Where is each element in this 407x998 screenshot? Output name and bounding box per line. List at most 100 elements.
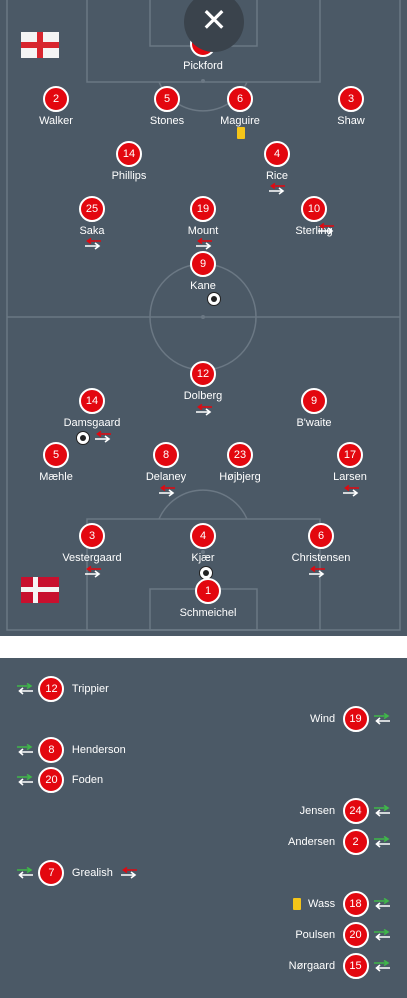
player-name: Jensen <box>299 805 336 817</box>
player-name: Højbjerg <box>219 471 261 483</box>
goal-ball-icon <box>76 431 90 445</box>
shirt-number: 18 <box>342 891 369 917</box>
player-vestergaard[interactable]: 3 Vestergaard <box>42 523 142 565</box>
shirt-number: 2 <box>43 86 69 112</box>
player-name: Delaney <box>145 471 187 483</box>
shirt-number: 5 <box>43 442 69 468</box>
player-stones[interactable]: 5 Stones <box>117 86 217 128</box>
shirt-number: 7 <box>38 860 65 886</box>
substituted-on-icon <box>17 744 33 756</box>
sub-row-andersen[interactable]: Andersen 2 <box>285 829 391 855</box>
shirt-number: 14 <box>116 141 142 167</box>
shirt-number: 5 <box>154 86 180 112</box>
player-hojbjerg[interactable]: 23 Højbjerg <box>190 442 290 484</box>
player-name: B'waite <box>296 417 332 429</box>
player-name: Pickford <box>183 60 223 72</box>
player-phillips[interactable]: 14 Phillips <box>79 141 179 183</box>
player-name: Saka <box>79 225 105 237</box>
substituted-off-icon <box>121 867 138 879</box>
substituted-off-icon <box>159 485 175 497</box>
player-delaney[interactable]: 8 Delaney <box>116 442 216 484</box>
substituted-on-icon <box>17 774 33 786</box>
substituted-off-icon <box>95 431 111 443</box>
substituted-off-icon <box>196 238 212 250</box>
player-name: Shaw <box>337 115 365 127</box>
player-sterling[interactable]: 10 Sterling <box>264 196 364 238</box>
close-button[interactable]: ✕ <box>184 0 244 52</box>
sub-row-poulsen[interactable]: Poulsen 20 <box>292 922 391 948</box>
substituted-off-icon <box>318 223 334 235</box>
player-name: Kane <box>190 280 216 292</box>
player-larsen[interactable]: 17 Larsen <box>300 442 400 484</box>
substituted-on-icon <box>374 836 390 848</box>
player-braithwaite[interactable]: 9 B'waite <box>264 388 364 430</box>
player-kjaer[interactable]: 4 Kjær <box>153 523 253 565</box>
shirt-number: 12 <box>190 361 216 387</box>
player-rice[interactable]: 4 Rice <box>227 141 327 183</box>
player-mount[interactable]: 19 Mount <box>153 196 253 238</box>
sub-row-jensen[interactable]: Jensen 24 <box>297 798 391 824</box>
player-dolberg[interactable]: 12 Dolberg <box>153 361 253 403</box>
shirt-number: 20 <box>342 922 369 948</box>
player-saka[interactable]: 25 Saka <box>42 196 142 238</box>
yellow-card-icon <box>292 898 301 910</box>
player-maehle[interactable]: 5 Mæhle <box>6 442 106 484</box>
player-name: Trippier <box>71 683 109 695</box>
shirt-number: 19 <box>342 706 369 732</box>
player-christensen[interactable]: 6 Christensen <box>271 523 371 565</box>
player-name: Schmeichel <box>179 607 237 619</box>
shirt-number: 4 <box>190 523 216 549</box>
goal-ball-icon <box>207 292 221 306</box>
player-damsgaard[interactable]: 14 Damsgaard <box>42 388 142 430</box>
player-kane[interactable]: 9 Kane <box>153 251 253 293</box>
denmark-flag <box>21 577 59 603</box>
substituted-off-icon <box>196 404 212 416</box>
player-name: Mæhle <box>39 471 73 483</box>
sub-row-wass[interactable]: Wass 18 <box>292 891 391 917</box>
player-name: Damsgaard <box>63 417 121 429</box>
shirt-number: 1 <box>195 578 221 604</box>
substituted-on-icon <box>374 898 390 910</box>
sub-row-norgaard[interactable]: Nørgaard 15 <box>286 953 391 979</box>
substituted-off-icon <box>85 238 101 250</box>
player-name: Wind <box>310 713 336 725</box>
player-name: Walker <box>39 115 73 127</box>
player-name: Vestergaard <box>62 552 122 564</box>
player-name: Kjær <box>191 552 215 564</box>
player-walker[interactable]: 2 Walker <box>6 86 106 128</box>
shirt-number: 25 <box>79 196 105 222</box>
sub-row-wind[interactable]: Wind 19 <box>307 706 391 732</box>
player-name: Poulsen <box>295 929 336 941</box>
player-name: Maguire <box>220 115 260 127</box>
sub-row-trippier[interactable]: 12 Trippier <box>16 676 112 702</box>
player-name: Grealish <box>71 867 113 879</box>
player-name: Phillips <box>111 170 147 182</box>
shirt-number: 20 <box>38 767 65 793</box>
shirt-number: 3 <box>79 523 105 549</box>
shirt-number: 19 <box>190 196 216 222</box>
substituted-on-icon <box>374 960 390 972</box>
shirt-number: 6 <box>227 86 253 112</box>
shirt-number: 15 <box>342 953 369 979</box>
shirt-number: 17 <box>337 442 363 468</box>
player-name: Sterling <box>295 225 333 237</box>
substituted-on-icon <box>374 805 390 817</box>
substituted-on-icon <box>17 683 33 695</box>
shirt-number: 12 <box>38 676 65 702</box>
substituted-on-icon <box>374 713 390 725</box>
shirt-number: 9 <box>301 388 327 414</box>
player-name: Foden <box>71 774 104 786</box>
substituted-off-icon <box>269 183 285 195</box>
shirt-number: 4 <box>264 141 290 167</box>
shirt-number: 23 <box>227 442 253 468</box>
player-name: Stones <box>149 115 185 127</box>
player-schmeichel[interactable]: 1 Schmeichel <box>158 578 258 620</box>
player-name: Mount <box>187 225 219 237</box>
player-maguire[interactable]: 6 Maguire <box>190 86 290 128</box>
shirt-number: 9 <box>190 251 216 277</box>
sub-row-foden[interactable]: 20 Foden <box>16 767 106 793</box>
england-flag <box>21 32 59 58</box>
player-shaw[interactable]: 3 Shaw <box>301 86 401 128</box>
sub-row-grealish[interactable]: 7 Grealish <box>16 860 138 886</box>
sub-row-henderson[interactable]: 8 Henderson <box>16 737 129 763</box>
